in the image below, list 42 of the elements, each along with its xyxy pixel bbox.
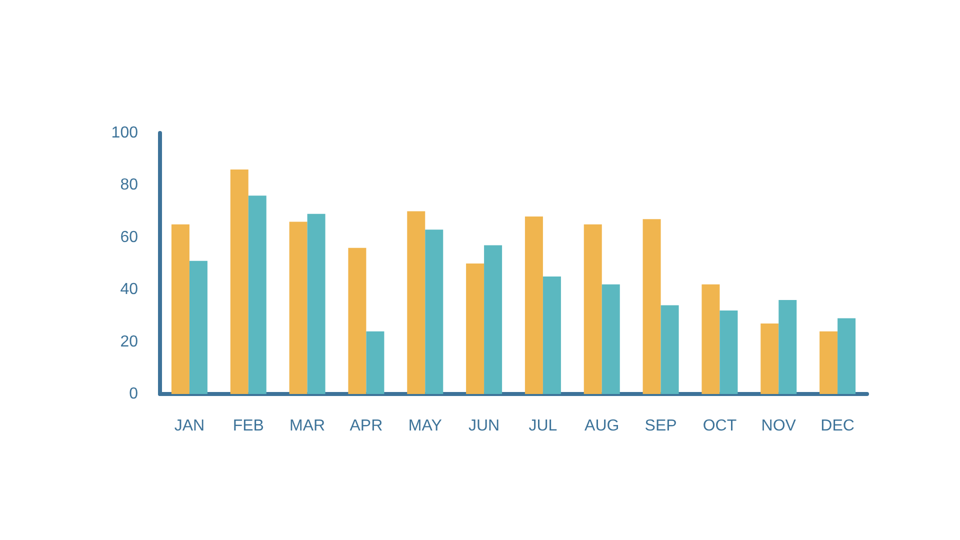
bar (602, 284, 620, 394)
x-tick-label: DEC (820, 418, 854, 434)
x-tick-label: APR (350, 418, 383, 434)
bar (289, 222, 308, 394)
y-tick-label: 40 (120, 281, 138, 298)
bar (702, 284, 720, 394)
x-tick-label: AUG (584, 418, 620, 434)
bar (425, 230, 444, 394)
y-tick-label: 100 (111, 124, 138, 142)
bar (348, 248, 366, 394)
y-tick-label: 0 (129, 386, 138, 402)
bar (189, 260, 208, 394)
x-tick-label: JAN (174, 418, 205, 434)
x-tick-label: NOV (761, 418, 796, 434)
bar (838, 318, 856, 394)
x-tick-label: MAY (408, 418, 442, 434)
bar (760, 324, 779, 394)
bar (820, 331, 838, 394)
x-tick-label: SEP (644, 418, 677, 434)
bar (248, 196, 266, 394)
bar (720, 310, 738, 394)
y-tick-label: 60 (120, 228, 138, 246)
bar (584, 224, 602, 394)
bar (230, 170, 248, 394)
bar (307, 214, 326, 394)
bar (524, 216, 543, 394)
bar (778, 300, 797, 394)
y-tick-label: 20 (120, 333, 138, 350)
x-tick-label: MAR (290, 418, 326, 434)
bar (366, 331, 384, 394)
bar (466, 264, 484, 394)
y-tick-label: 80 (120, 176, 138, 194)
x-tick-label: FEB (232, 418, 264, 434)
x-tick-label: JUL (528, 418, 558, 434)
x-tick-label: OCT (702, 418, 737, 434)
bar (171, 224, 190, 394)
bar (542, 276, 561, 394)
bar (660, 305, 679, 394)
x-tick-label: JUN (468, 418, 500, 434)
bar (407, 211, 426, 394)
bar (484, 245, 502, 394)
bar (642, 219, 661, 394)
